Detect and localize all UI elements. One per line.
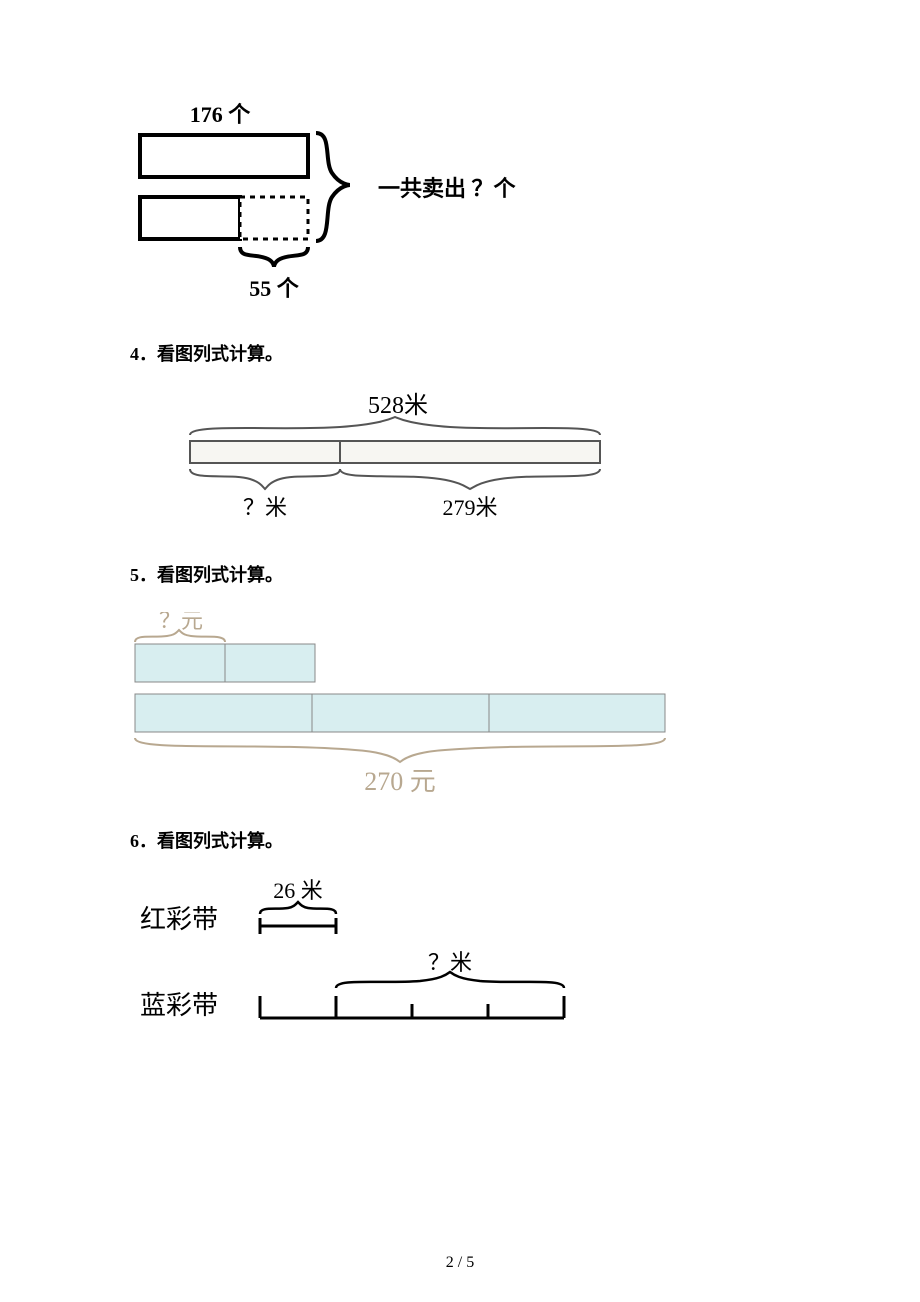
- d3-bottom-bar-solid: [140, 197, 240, 239]
- d3-right-brace: [316, 133, 350, 241]
- d6-red-bar: [260, 918, 336, 934]
- d3-bottom-bar-dashed: [240, 197, 308, 239]
- question-5-heading: 5．看图列式计算。: [130, 561, 790, 587]
- diagram-6: 红彩带 26 米 蓝彩带 ？米: [130, 878, 650, 1028]
- d4-bar: [190, 441, 600, 463]
- d4-left-label: ？米: [243, 495, 287, 520]
- d6-red-top-brace: [260, 902, 336, 914]
- question-4-heading: 4．看图列式计算。: [130, 340, 790, 366]
- d3-bottom-brace: [240, 247, 308, 267]
- d4-top-brace: [190, 417, 600, 435]
- d6-blue-label: 蓝彩带: [140, 991, 218, 1020]
- page-content: 176 个 55 个 一共卖出 ？个 4．看图列式计算。 528米 ？米 279…: [0, 0, 920, 1068]
- d3-bottom-label: 55 个: [249, 276, 300, 301]
- d5-unknown-label: ？元: [159, 612, 203, 633]
- d6-red-label: 红彩带: [140, 905, 218, 934]
- diagram-3: 176 个 55 个 一共卖出 ？个: [130, 100, 650, 310]
- d5-bot-seg-2: [489, 694, 665, 732]
- d3-top-label: 176 个: [190, 102, 252, 127]
- d6-top-value: 26 米: [273, 878, 323, 903]
- d5-top-seg-0: [135, 644, 225, 682]
- d5-top-small-brace: [135, 630, 225, 642]
- d5-top-seg-1: [225, 644, 315, 682]
- d3-right-text: 一共卖出 ？个: [378, 176, 517, 201]
- d3-top-bar: [140, 135, 308, 177]
- d5-bot-seg-0: [135, 694, 312, 732]
- d5-bottom-brace: [135, 738, 665, 762]
- diagram-5: ？元 270 元: [115, 612, 715, 797]
- d4-left-brace: [190, 469, 340, 489]
- page-number: 2 / 5: [0, 1254, 920, 1272]
- d4-right-brace: [340, 469, 600, 489]
- d5-total-label: 270 元: [364, 767, 436, 796]
- d5-bot-seg-1: [312, 694, 489, 732]
- d4-right-label: 279米: [442, 495, 497, 520]
- diagram-4: 528米 ？米 279米: [140, 391, 660, 531]
- question-6-heading: 6．看图列式计算。: [130, 827, 790, 853]
- d4-total-label: 528米: [368, 392, 428, 419]
